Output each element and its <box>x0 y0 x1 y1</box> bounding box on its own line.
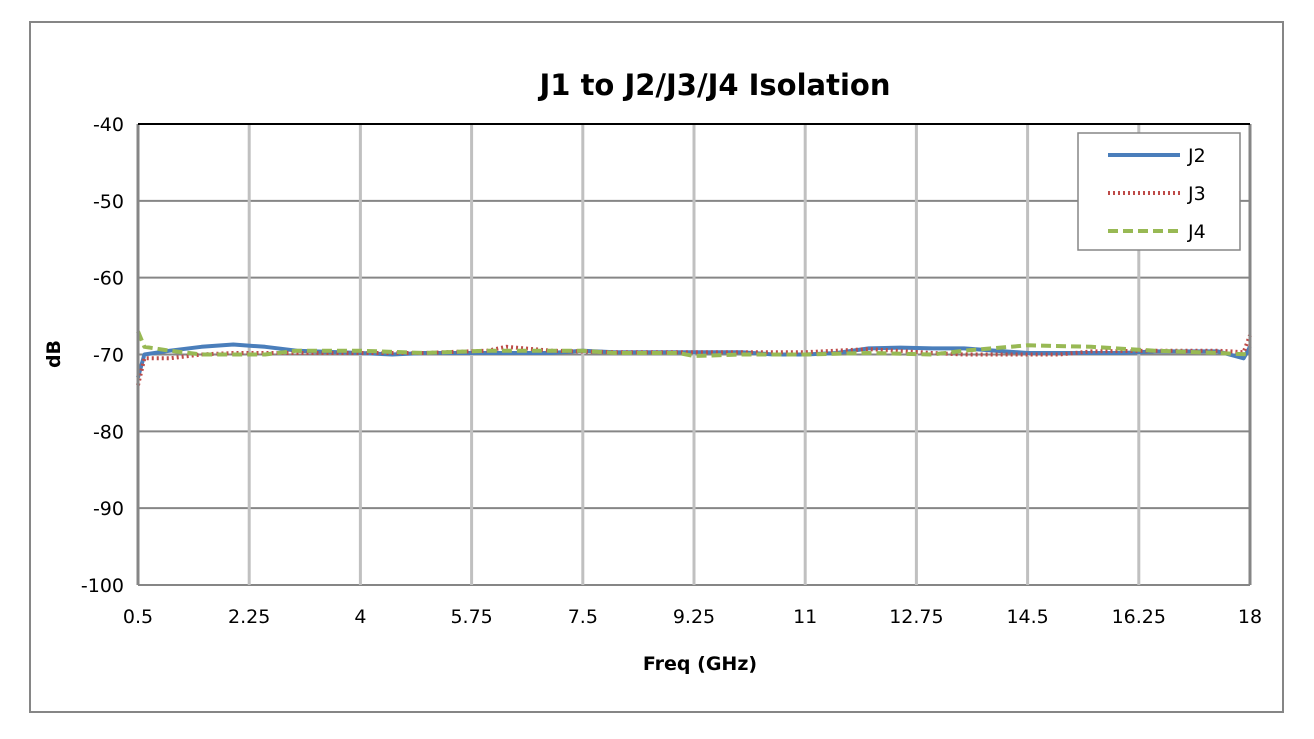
x-tick-label: 11 <box>793 606 817 628</box>
x-axis-label: Freq (GHz) <box>643 653 757 675</box>
chart-border <box>29 21 1284 713</box>
y-tick-label: -100 <box>81 575 124 597</box>
x-tick-label: 16.25 <box>1112 606 1166 628</box>
x-tick-label: 12.75 <box>889 606 943 628</box>
x-tick-label: 0.5 <box>123 606 153 628</box>
x-tick-label: 18 <box>1238 606 1262 628</box>
legend: J2 J3 J4 <box>1077 132 1241 251</box>
series-line-j4 <box>136 330 1251 358</box>
x-tick-label: 4 <box>354 606 366 628</box>
y-axis-label: dB <box>43 340 65 368</box>
x-tick-label: 7.5 <box>568 606 598 628</box>
legend-label-j3: J3 <box>1187 183 1206 205</box>
y-tick-label: -50 <box>93 191 124 213</box>
x-tick-label: 14.5 <box>1006 606 1048 628</box>
x-tick-label: 2.25 <box>228 606 270 628</box>
chart-title: J1 to J2/J3/J4 Isolation <box>538 68 891 102</box>
y-tick-label: -70 <box>93 345 124 367</box>
legend-label-j2: J2 <box>1187 145 1206 167</box>
y-tick-label: -60 <box>93 268 124 290</box>
y-tick-label: -90 <box>93 498 124 520</box>
series-line-j3 <box>136 334 1252 386</box>
x-tick-label: 5.75 <box>450 606 492 628</box>
y-tick-label: -80 <box>93 421 124 443</box>
x-tick-label: 9.25 <box>673 606 715 628</box>
legend-label-j4: J4 <box>1187 221 1206 243</box>
y-tick-label: -40 <box>93 114 124 136</box>
